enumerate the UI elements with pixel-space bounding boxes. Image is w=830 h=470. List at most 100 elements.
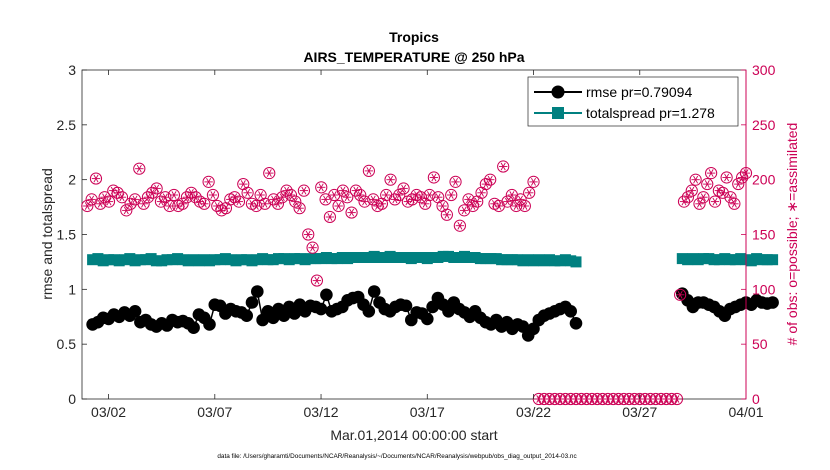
legend-spread-label: totalspread pr=1.278 xyxy=(586,105,715,121)
obs-count-point xyxy=(380,188,393,202)
obs-assimilated-marker xyxy=(531,177,536,186)
obs-possible-marker xyxy=(241,186,254,199)
obs-count-point xyxy=(423,188,436,202)
obs-count-point xyxy=(397,182,410,195)
obs-count-point xyxy=(708,195,722,208)
obs-assimilated-marker xyxy=(336,202,342,210)
obs-assimilated-marker xyxy=(84,202,90,210)
obs-count-point xyxy=(293,202,306,215)
obs-assimilated-marker xyxy=(305,230,311,239)
obs-assimilated-marker xyxy=(522,202,528,210)
y-tick-label-left: 1 xyxy=(68,281,76,297)
obs-assimilated-marker xyxy=(700,193,706,202)
obs-assimilated-marker xyxy=(184,193,190,202)
obs-assimilated-marker xyxy=(162,193,168,202)
obs-possible-marker xyxy=(276,191,289,204)
obs-assimilated-marker xyxy=(448,191,454,199)
obs-assimilated-marker xyxy=(258,191,264,199)
obs-count-point xyxy=(453,219,466,232)
obs-possible-marker xyxy=(146,186,159,199)
obs-possible-marker xyxy=(514,193,527,206)
x-tick-label: 03/12 xyxy=(304,404,339,420)
obs-assimilated-marker xyxy=(314,276,320,285)
obs-count-point xyxy=(728,197,741,210)
axes-layer: 03/02 03/07 03/12 03/17 03/22 03/27 04/0100.51… xyxy=(57,62,776,420)
rmse-point xyxy=(564,305,577,318)
obs-assimilated-marker xyxy=(479,188,484,197)
obs-count-point xyxy=(720,171,733,184)
obs-assimilated-marker xyxy=(470,202,476,210)
obs-assimilated-marker xyxy=(693,175,699,184)
obs-assimilated-marker xyxy=(145,193,151,202)
obs-count-point xyxy=(206,188,220,202)
obs-count-point xyxy=(124,197,137,210)
obs-possible-marker xyxy=(406,193,419,206)
obs-possible-marker xyxy=(736,171,749,184)
obs-possible-marker xyxy=(302,228,315,241)
obs-assimilated-marker xyxy=(279,193,285,202)
obs-possible-marker xyxy=(358,195,371,208)
obs-assimilated-marker xyxy=(240,180,246,188)
obs-assimilated-marker xyxy=(171,191,177,199)
legend-rmse-label: rmse pr=0.79094 xyxy=(586,84,692,100)
obs-count-point xyxy=(276,191,289,204)
obs-assimilated-marker xyxy=(128,199,134,208)
obs-possible-marker xyxy=(445,188,458,202)
obs-possible-marker xyxy=(693,197,706,210)
obs-possible-marker xyxy=(323,210,337,224)
obs-count-point xyxy=(497,160,510,173)
obs-assimilated-marker xyxy=(158,197,164,206)
obs-assimilated-marker xyxy=(509,191,515,199)
obs-possible-marker xyxy=(345,206,358,219)
obs-assimilated-marker xyxy=(431,173,437,182)
obs-count-point xyxy=(89,172,103,185)
obs-count-point xyxy=(167,188,181,202)
y-tick-label-right: 100 xyxy=(752,281,776,297)
obs-assimilated-marker xyxy=(401,184,407,193)
obs-assimilated-marker xyxy=(344,193,350,202)
rmse-point xyxy=(240,309,253,323)
obs-count-point xyxy=(414,191,427,204)
obs-count-point xyxy=(297,184,311,197)
obs-assimilated-marker xyxy=(466,195,471,204)
obs-possible-marker xyxy=(306,241,319,254)
obs-possible-marker xyxy=(198,197,211,210)
y-tick-label-left: 2.5 xyxy=(57,117,77,133)
obs-possible-marker xyxy=(484,173,497,186)
obs-possible-marker xyxy=(453,219,466,232)
obs-possible-marker xyxy=(81,199,94,213)
rmse-point xyxy=(245,296,259,309)
obs-count-point xyxy=(484,173,497,186)
y-axis-right-label: # of obs: o=possible; ∗=assimilated xyxy=(784,123,800,346)
obs-possible-marker xyxy=(141,191,155,204)
obs-count-point xyxy=(345,206,358,219)
rmse-point xyxy=(367,285,381,298)
obs-assimilated-marker xyxy=(253,202,259,210)
obs-count-point xyxy=(341,191,354,204)
obs-possible-marker xyxy=(397,182,410,195)
obs-count-point xyxy=(716,186,729,199)
obs-assimilated-marker xyxy=(685,193,691,202)
x-axis-label: Mar.01,2014 00:00:00 start xyxy=(330,427,497,443)
obs-possible-marker xyxy=(479,177,492,191)
rmse-point xyxy=(399,299,413,313)
obs-count-point xyxy=(250,199,263,213)
obs-assimilated-marker xyxy=(518,195,523,204)
obs-count-point xyxy=(674,288,687,301)
obs-assimilated-marker xyxy=(731,199,737,208)
rmse-point xyxy=(766,296,779,309)
obs-count-point xyxy=(362,164,375,177)
x-tick-label: 03/22 xyxy=(516,404,551,420)
obs-assimilated-marker xyxy=(453,177,458,186)
obs-count-point xyxy=(527,175,540,188)
obs-assimilated-marker xyxy=(362,197,368,206)
obs-possible-marker xyxy=(724,191,737,204)
obs-assimilated-marker xyxy=(720,188,726,197)
obs-assimilated-marker xyxy=(487,175,493,184)
obs-possible-marker xyxy=(705,166,718,180)
obs-assimilated-marker xyxy=(724,173,730,182)
rmse-point xyxy=(362,305,376,318)
obs-count-point xyxy=(254,188,267,202)
obs-assimilated-marker xyxy=(331,191,337,199)
obs-count-point xyxy=(263,166,276,180)
